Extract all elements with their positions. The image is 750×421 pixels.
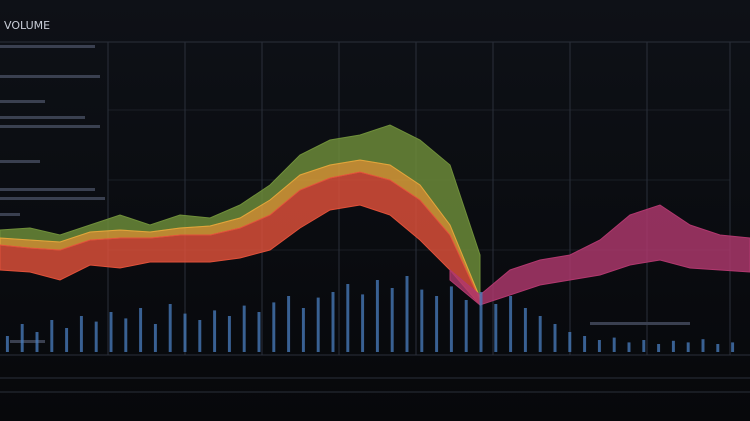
- volume-bar: [50, 320, 54, 352]
- chart-title: VOLUME: [4, 19, 50, 32]
- volume-bar: [109, 312, 113, 352]
- volume-bar: [686, 342, 690, 352]
- volume-bar: [657, 344, 661, 352]
- volume-bar: [597, 340, 601, 352]
- volume-bar: [272, 302, 276, 352]
- volume-bar: [435, 296, 439, 352]
- volume-bar: [301, 308, 305, 352]
- volume-bar: [716, 344, 720, 352]
- volume-bar: [494, 304, 498, 352]
- volume-bar: [390, 288, 394, 352]
- volume-bar: [671, 340, 675, 352]
- volume-bar: [242, 305, 246, 352]
- volume-bar: [375, 280, 379, 352]
- volume-bar: [464, 300, 468, 352]
- volume-bar: [257, 312, 261, 352]
- volume-bar: [20, 324, 24, 352]
- volume-bar: [5, 336, 9, 352]
- volume-bar: [198, 320, 202, 352]
- volume-bar: [583, 336, 587, 352]
- volume-bar: [568, 332, 572, 352]
- volume-bar: [227, 316, 231, 352]
- volume-bar: [65, 328, 69, 352]
- volume-bar: [612, 337, 616, 352]
- volume-bar: [509, 296, 513, 352]
- volume-bar: [420, 289, 424, 352]
- volume-bar: [449, 286, 453, 352]
- volume-bar: [731, 342, 735, 352]
- volume-bar: [153, 324, 157, 352]
- volume-bar: [701, 339, 705, 352]
- volume-bar: [361, 294, 365, 352]
- volume-bar: [316, 297, 320, 352]
- volume-bar: [79, 316, 83, 352]
- volume-bar: [553, 324, 557, 352]
- volume-bar: [405, 276, 409, 352]
- volume-bar: [627, 342, 631, 352]
- volume-bar: [213, 310, 217, 352]
- band: [449, 204, 750, 306]
- volume-bar: [287, 296, 291, 352]
- volume-bar: [479, 292, 483, 352]
- volume-bar: [642, 340, 646, 352]
- volume-bar: [538, 316, 542, 352]
- volume-bar: [523, 308, 527, 352]
- volume-bar: [168, 304, 172, 352]
- volume-bar: [139, 308, 143, 352]
- volume-bar: [183, 313, 187, 352]
- volume-bar: [35, 332, 39, 352]
- side-panel: [0, 45, 690, 343]
- volume-bar: [94, 321, 98, 352]
- volume-bar: [346, 284, 350, 352]
- volume-bar: [331, 292, 335, 352]
- volume-bar: [124, 318, 128, 352]
